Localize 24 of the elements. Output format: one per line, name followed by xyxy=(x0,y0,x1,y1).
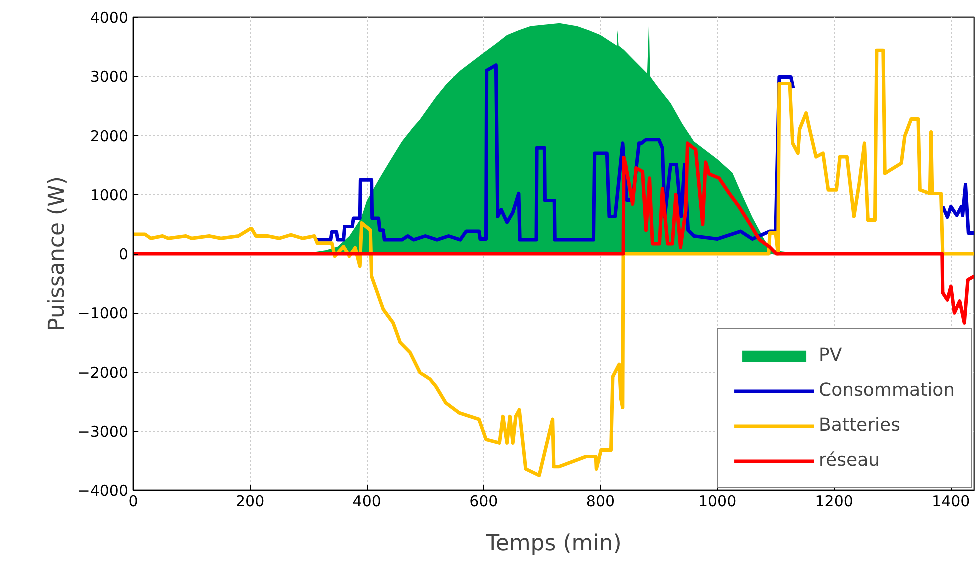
y-tick-label: 1000 xyxy=(90,186,129,204)
legend-label: PV xyxy=(819,345,842,366)
y-tick-label: −3000 xyxy=(78,422,129,441)
line-series xyxy=(134,48,974,478)
x-tick-label: 1000 xyxy=(698,492,737,510)
x-tick-label: 1200 xyxy=(815,492,854,510)
y-tick-label: −4000 xyxy=(78,482,129,500)
x-tick-label: 800 xyxy=(586,492,616,510)
y-tick-label: −1000 xyxy=(78,304,129,323)
x-tick-label: 600 xyxy=(470,492,498,510)
x-tick-label: 200 xyxy=(236,492,265,510)
line-series xyxy=(134,142,974,325)
y-tick-label: 3000 xyxy=(90,68,129,86)
x-tick-label: 400 xyxy=(352,492,382,510)
y-tick-label: 0 xyxy=(118,246,129,264)
x-axis-title: Temps (min) xyxy=(485,532,622,556)
y-tick-label: 2000 xyxy=(90,127,129,146)
y-tick-label: 4000 xyxy=(90,9,129,27)
x-tick-label: 1400 xyxy=(932,492,970,510)
y-axis-title: Puissance (W) xyxy=(44,176,70,332)
legend-label: réseau xyxy=(819,450,880,471)
legend-label: Consommation xyxy=(819,380,955,401)
y-tick-label: −2000 xyxy=(78,364,129,382)
legend-label: Batteries xyxy=(819,415,900,436)
